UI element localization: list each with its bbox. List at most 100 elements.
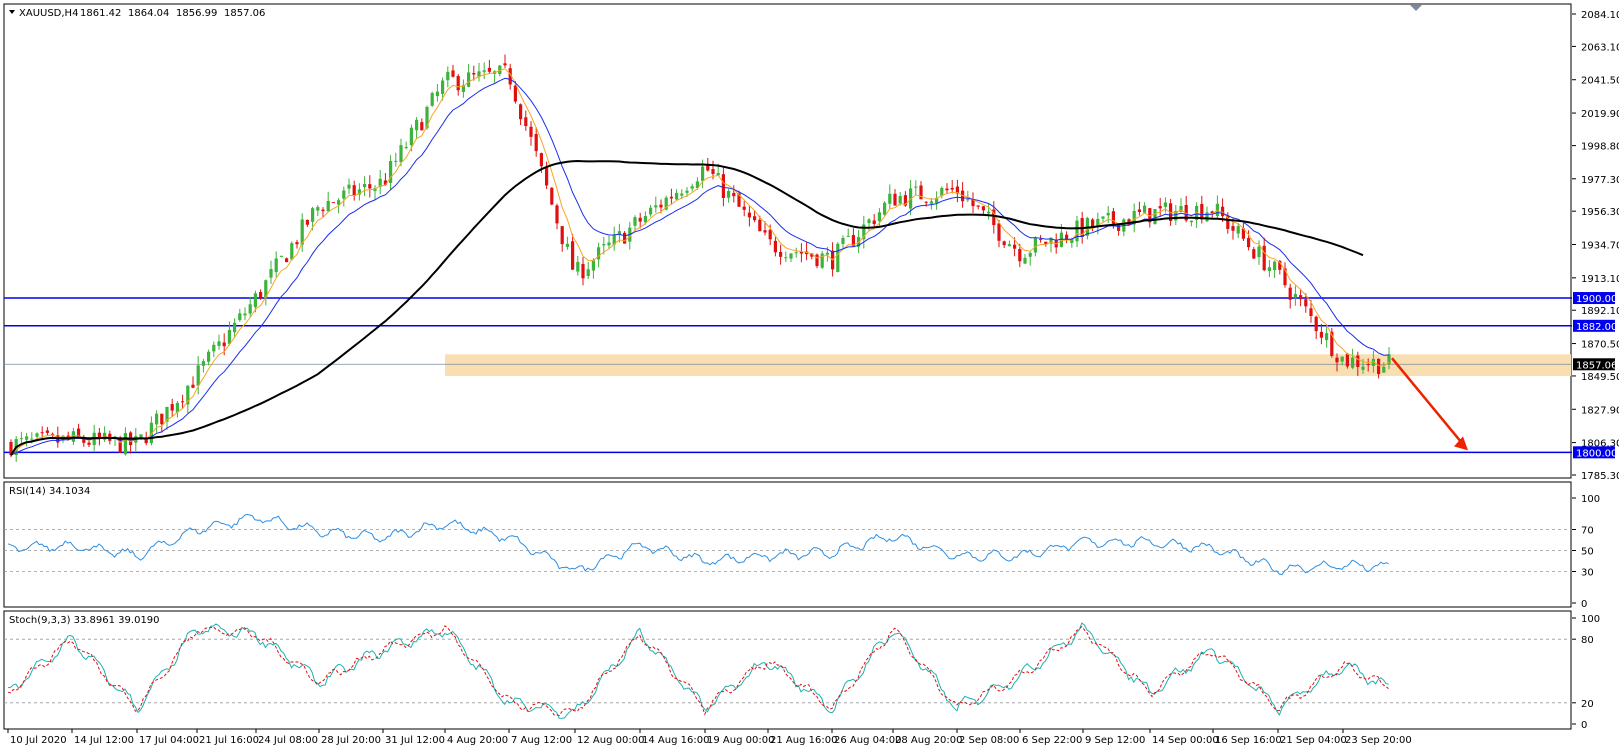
candle-body — [773, 240, 777, 253]
candle-body — [253, 293, 257, 308]
candle-body — [217, 341, 221, 346]
level-tag-label: 1800.00 — [1576, 448, 1617, 459]
candle-body — [1132, 210, 1136, 225]
level-tag — [1573, 446, 1615, 459]
candle-body — [259, 292, 263, 298]
candle-body — [201, 361, 205, 366]
candle-body — [181, 401, 185, 403]
candle-body — [633, 217, 637, 226]
dropdown-triangle-icon[interactable] — [9, 10, 15, 14]
candle-body — [1091, 219, 1095, 228]
candle-body — [955, 186, 959, 194]
price-tick-label: 1998.80 — [1581, 142, 1619, 153]
candle-body — [71, 431, 75, 442]
stoch-label: Stoch(9,3,3) 33.8961 39.0190 — [9, 615, 160, 626]
candle-body — [862, 224, 866, 240]
candle-body — [716, 172, 720, 176]
candle-body — [321, 209, 325, 212]
indicator-tick-label: 50 — [1581, 547, 1594, 558]
candle-body — [836, 243, 840, 272]
candle-body — [19, 438, 23, 440]
support-zone — [445, 354, 1571, 376]
candle-body — [706, 164, 710, 171]
candle-body — [976, 205, 980, 207]
ma-slow-line — [10, 159, 1364, 456]
candle-body — [9, 442, 13, 456]
candle-body — [758, 219, 762, 232]
candle-body — [1231, 226, 1235, 231]
chart-shift-icon[interactable] — [1410, 5, 1422, 11]
candle-body — [1179, 206, 1183, 212]
time-tick-label: 17 Jul 04:00 — [139, 735, 199, 746]
candle-body — [482, 70, 486, 72]
candle-body — [82, 438, 86, 443]
rsi-panel — [3, 481, 1572, 608]
candle-body — [368, 184, 372, 189]
candle-body — [1221, 206, 1225, 217]
candle-body — [1153, 209, 1157, 225]
price-tick-label: 2041.50 — [1581, 76, 1619, 87]
time-tick-label: 2 Sep 08:00 — [959, 735, 1019, 746]
candle-body — [248, 304, 252, 314]
candle-body — [768, 229, 772, 240]
candle-body — [1319, 331, 1323, 338]
candle-body — [1013, 244, 1017, 249]
candle-body — [51, 433, 55, 435]
candle-body — [971, 199, 975, 207]
candle-body — [919, 185, 923, 200]
candle-body — [87, 442, 91, 445]
candle-body — [1065, 234, 1069, 241]
indicator-tick-label: 0 — [1581, 720, 1587, 731]
candle-body — [233, 322, 237, 333]
time-tick-label: 23 Sep 20:00 — [1345, 735, 1412, 746]
moving-averages — [10, 68, 1390, 456]
time-tick-label: 12 Aug 00:00 — [577, 735, 644, 746]
candle-body — [675, 192, 679, 200]
candle-body — [155, 413, 159, 425]
candle-body — [597, 247, 601, 260]
candle-body — [456, 76, 460, 91]
candle-body — [664, 197, 668, 210]
price-tick-label: 1870.50 — [1581, 340, 1619, 351]
candle-body — [789, 253, 793, 259]
candle-body — [1189, 220, 1193, 223]
candle-body — [591, 260, 595, 271]
stoch-signal-line — [7, 625, 1389, 717]
candle-body — [222, 342, 226, 347]
candle-body — [1377, 358, 1381, 374]
time-tick-label: 14 Sep 00:00 — [1152, 735, 1219, 746]
ema-mid-line — [10, 77, 1390, 456]
candle-body — [508, 68, 512, 85]
candle-body — [1257, 246, 1261, 258]
candle-body — [274, 258, 278, 272]
candle-body — [1335, 357, 1339, 363]
candle-body — [1070, 239, 1074, 244]
candle-body — [763, 230, 767, 233]
candle-body — [196, 365, 200, 386]
open-value: 1861.42 — [80, 8, 121, 19]
candle-body — [337, 200, 341, 205]
candle-body — [357, 189, 361, 195]
time-tick-label: 7 Aug 12:00 — [511, 735, 572, 746]
price-axis: 2084.10 2063.10 2041.50 2019.90 1998.80 1977.… — [1572, 10, 1619, 482]
candle-body — [914, 186, 918, 188]
candle-body — [316, 207, 320, 211]
candle-body — [30, 438, 34, 440]
candle-body — [643, 216, 647, 223]
candle-body — [118, 437, 122, 453]
arrow-head — [1454, 436, 1468, 451]
candle-body — [243, 313, 247, 316]
candle-body — [451, 70, 455, 77]
time-tick-label: 21 Aug 16:00 — [770, 735, 837, 746]
time-tick-label: 31 Jul 12:00 — [385, 735, 445, 746]
candle-body — [680, 193, 684, 196]
candle-body — [446, 71, 450, 81]
candle-body — [685, 190, 689, 193]
candle-body — [1007, 244, 1011, 247]
candle-body — [638, 217, 642, 222]
candle-body — [149, 422, 153, 444]
candle-body — [1309, 308, 1313, 317]
candle-body — [404, 147, 408, 149]
candle-body — [295, 242, 299, 245]
